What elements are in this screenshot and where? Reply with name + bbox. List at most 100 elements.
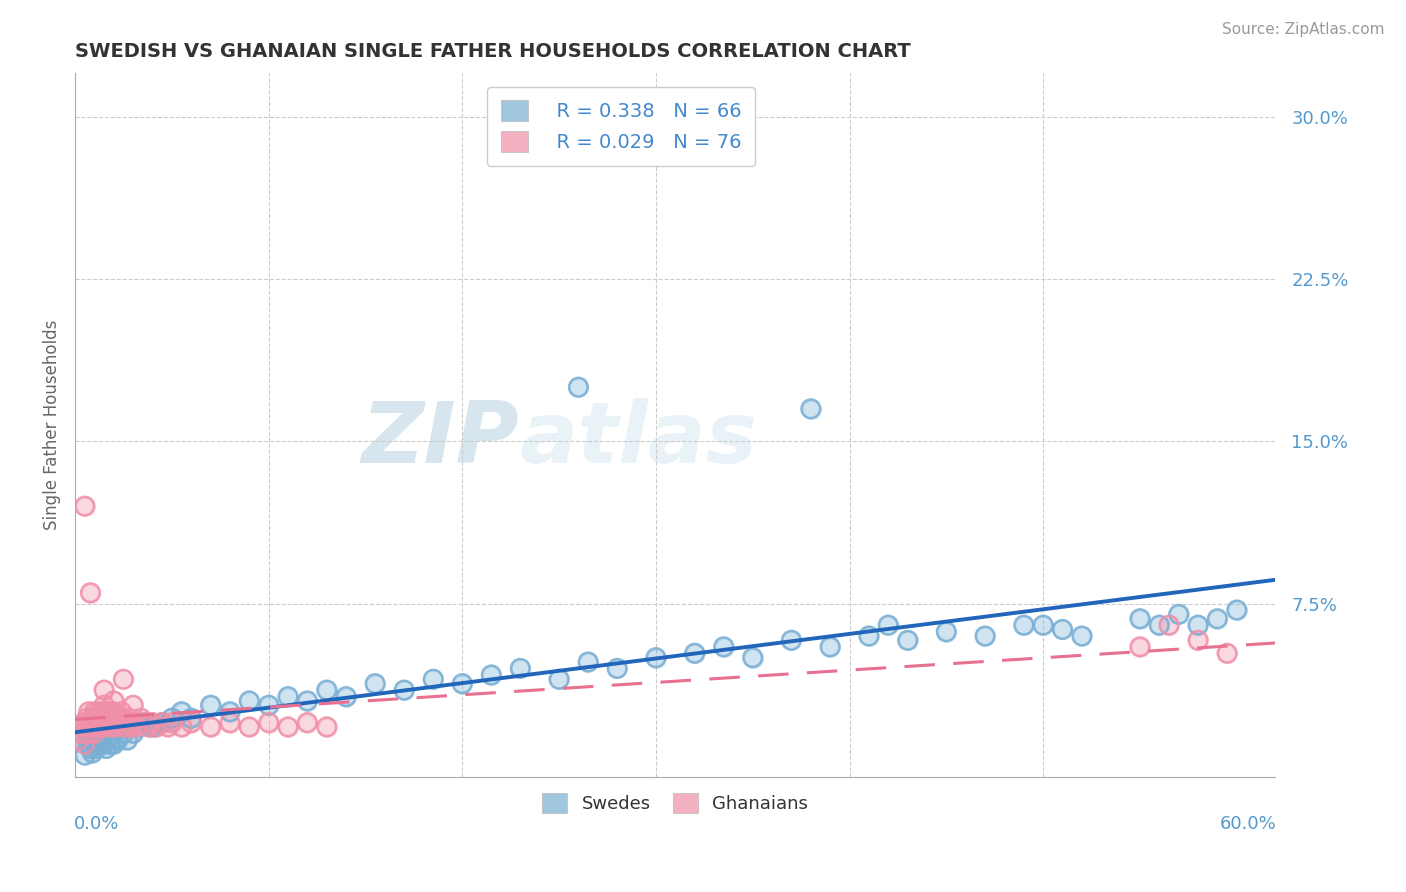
Point <box>297 715 319 730</box>
Point <box>141 715 163 730</box>
Text: SWEDISH VS GHANAIAN SINGLE FATHER HOUSEHOLDS CORRELATION CHART: SWEDISH VS GHANAIAN SINGLE FATHER HOUSEH… <box>75 42 911 61</box>
Point <box>98 715 121 730</box>
Point <box>1157 618 1180 632</box>
Point <box>91 705 114 719</box>
Point <box>112 720 135 734</box>
Point <box>91 726 114 740</box>
Point <box>108 715 131 730</box>
Point <box>335 690 357 704</box>
Point <box>1149 618 1171 632</box>
Point <box>422 673 444 687</box>
Point <box>644 650 666 665</box>
Point <box>117 720 139 734</box>
Point <box>89 720 111 734</box>
Point <box>110 705 132 719</box>
Point <box>160 711 183 725</box>
Point <box>297 694 319 708</box>
Point <box>91 715 114 730</box>
Point <box>315 683 337 698</box>
Point <box>87 705 110 719</box>
Point <box>107 711 129 725</box>
Point <box>79 715 101 730</box>
Point <box>83 732 105 747</box>
Point <box>103 705 125 719</box>
Point <box>118 711 141 725</box>
Point <box>145 720 167 734</box>
Point <box>364 676 387 690</box>
Point <box>98 737 121 751</box>
Point <box>128 720 150 734</box>
Point <box>277 690 299 704</box>
Point <box>335 690 357 704</box>
Point <box>97 720 120 734</box>
Point <box>238 694 260 708</box>
Point <box>818 640 841 654</box>
Point <box>170 705 193 719</box>
Point <box>97 732 120 747</box>
Point <box>219 715 242 730</box>
Text: atlas: atlas <box>519 398 758 481</box>
Point <box>93 698 115 713</box>
Point <box>69 726 91 740</box>
Text: Source: ZipAtlas.com: Source: ZipAtlas.com <box>1222 22 1385 37</box>
Point <box>112 711 135 725</box>
Point <box>94 715 117 730</box>
Point <box>315 720 337 734</box>
Point <box>83 726 105 740</box>
Point <box>277 690 299 704</box>
Point <box>120 720 142 734</box>
Point <box>93 683 115 698</box>
Point <box>858 629 880 643</box>
Point <box>98 705 121 719</box>
Point <box>83 705 105 719</box>
Point <box>76 711 98 725</box>
Point <box>1129 612 1152 626</box>
Point <box>87 705 110 719</box>
Text: 60.0%: 60.0% <box>1220 815 1277 833</box>
Point <box>644 650 666 665</box>
Point <box>112 726 135 740</box>
Point <box>509 661 531 675</box>
Point <box>219 705 242 719</box>
Point <box>257 698 280 713</box>
Point <box>107 732 129 747</box>
Point <box>935 624 957 639</box>
Point <box>101 720 124 734</box>
Point <box>576 655 599 669</box>
Point <box>1032 618 1054 632</box>
Point <box>257 715 280 730</box>
Point <box>141 720 163 734</box>
Point <box>780 633 803 648</box>
Point <box>713 640 735 654</box>
Point <box>145 720 167 734</box>
Point <box>82 720 104 734</box>
Point <box>238 720 260 734</box>
Point <box>125 720 148 734</box>
Point <box>84 741 107 756</box>
Point <box>1167 607 1189 622</box>
Point <box>122 698 145 713</box>
Point <box>94 705 117 719</box>
Point <box>141 720 163 734</box>
Point <box>1032 618 1054 632</box>
Point <box>103 737 125 751</box>
Point <box>82 720 104 734</box>
Point <box>138 720 160 734</box>
Point <box>129 711 152 725</box>
Point <box>107 732 129 747</box>
Point <box>73 715 96 730</box>
Point <box>91 715 114 730</box>
Point <box>89 711 111 725</box>
Point <box>93 698 115 713</box>
Point <box>479 668 502 682</box>
Point <box>567 380 589 394</box>
Point <box>87 715 110 730</box>
Point <box>83 726 105 740</box>
Point <box>103 694 125 708</box>
Point <box>118 711 141 725</box>
Point <box>1052 623 1074 637</box>
Point <box>128 720 150 734</box>
Point <box>509 661 531 675</box>
Point <box>84 720 107 734</box>
Point <box>150 715 173 730</box>
